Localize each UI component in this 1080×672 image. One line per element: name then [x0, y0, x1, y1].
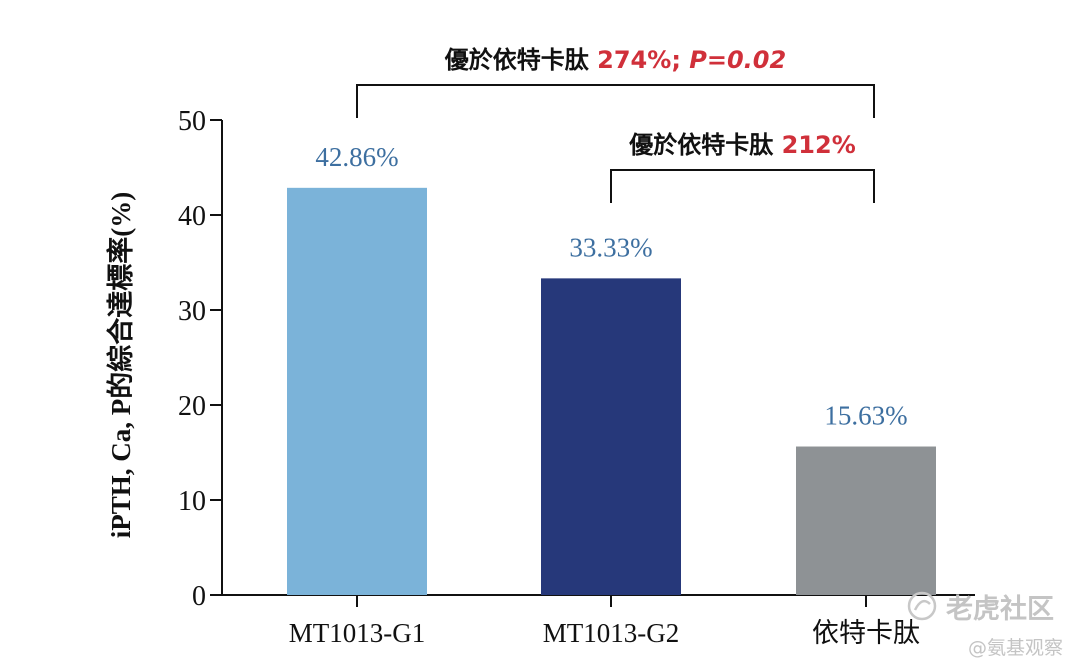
comparison-value: 274% — [597, 46, 671, 74]
watermark-handle: @氨基观察 — [968, 637, 1063, 659]
comparison-text: 優於依特卡肽 — [628, 131, 781, 159]
bar — [287, 187, 427, 595]
y-tick-label: 10 — [178, 486, 206, 517]
data-labels: 42.86% 33.33% 15.63% — [315, 142, 907, 431]
bars — [287, 187, 936, 595]
y-axis-title: iPTH, Ca, P的綜合達標率(%) — [105, 192, 136, 538]
y-tick-label: 0 — [192, 581, 206, 612]
x-tick-label: MT1013-G1 — [289, 618, 426, 648]
watermark-logo-icon — [907, 591, 937, 621]
y-tick-label: 40 — [178, 201, 206, 232]
x-tick-label: MT1013-G2 — [543, 618, 680, 648]
y-tick-label: 50 — [178, 106, 206, 137]
comparison-pvalue: P=0.02 — [689, 46, 786, 74]
comparison-value: 212% — [782, 131, 856, 159]
comparison-bracket — [610, 169, 875, 203]
x-tick-label: 依特卡肽 — [812, 618, 920, 648]
comparison-bracket — [356, 84, 875, 118]
data-label: 33.33% — [569, 232, 652, 262]
comparison-text: 優於依特卡肽 — [444, 46, 597, 74]
comparison-label: 優於依特卡肽 274%; P=0.02 — [444, 46, 786, 74]
comparison-separator: ; — [671, 46, 689, 74]
watermark-brand: 老虎社区 — [946, 593, 1054, 625]
watermark: 老虎社区 @氨基观察 — [907, 591, 1063, 659]
comparison-label: 優於依特卡肽 212% — [628, 131, 856, 159]
y-tick-label: 30 — [178, 296, 206, 327]
data-label: 15.63% — [824, 401, 907, 431]
bar — [541, 278, 681, 595]
data-label: 42.86% — [315, 142, 398, 172]
y-tick-label: 20 — [178, 391, 206, 422]
bar — [796, 446, 936, 595]
axes: 0 10 20 30 40 50 MT1013-G1 MT1013-G2 依特卡肽 iPTH, C… — [105, 106, 975, 648]
